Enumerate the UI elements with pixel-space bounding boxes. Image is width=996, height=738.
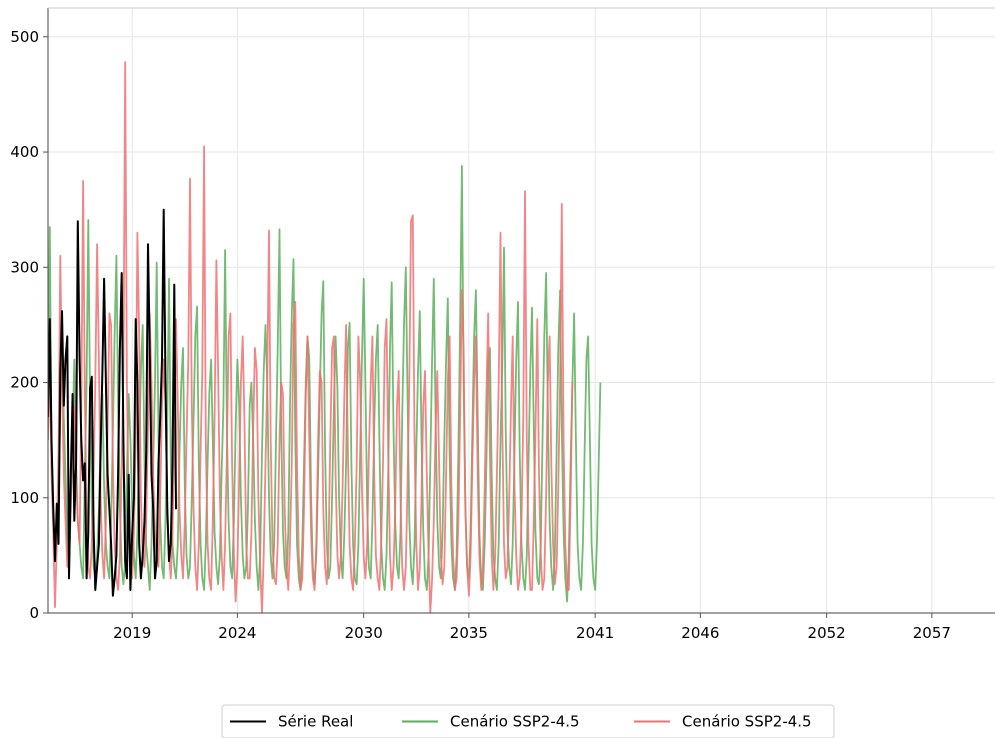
y-tick-label: 100 <box>10 489 39 507</box>
x-tick-label: 2019 <box>113 624 151 642</box>
legend: Série Real Cenário SSP2-4.5 Cenário SSP2-4… <box>221 704 835 738</box>
y-tick-label: 400 <box>10 143 39 161</box>
y-tick-label: 300 <box>10 258 39 276</box>
x-tick-label: 2035 <box>450 624 488 642</box>
series-line-real <box>48 208 177 597</box>
x-tick-label: 2030 <box>345 624 383 642</box>
legend-box <box>221 704 835 738</box>
x-tick-label: 2041 <box>576 624 614 642</box>
x-tick-label: 2024 <box>218 624 256 642</box>
series-layer <box>48 61 602 613</box>
ticks: 0 100 200 300 400 500 2019 2024 2030 2035 2041 2046… <box>10 28 951 642</box>
x-tick-label: 2046 <box>681 624 719 642</box>
y-tick-label: 500 <box>10 28 39 46</box>
legend-label: Cenário SSP2-4.5 <box>450 713 580 731</box>
legend-label: Série Real <box>278 713 353 731</box>
x-tick-label: 2057 <box>913 624 951 642</box>
y-tick-label: 200 <box>10 374 39 392</box>
axes <box>47 7 995 614</box>
y-tick-label: 0 <box>29 604 39 622</box>
x-tick-label: 2052 <box>808 624 846 642</box>
series-line-ssp-red <box>48 61 574 613</box>
legend-label: Cenário SSP2-4.5 <box>682 713 812 731</box>
